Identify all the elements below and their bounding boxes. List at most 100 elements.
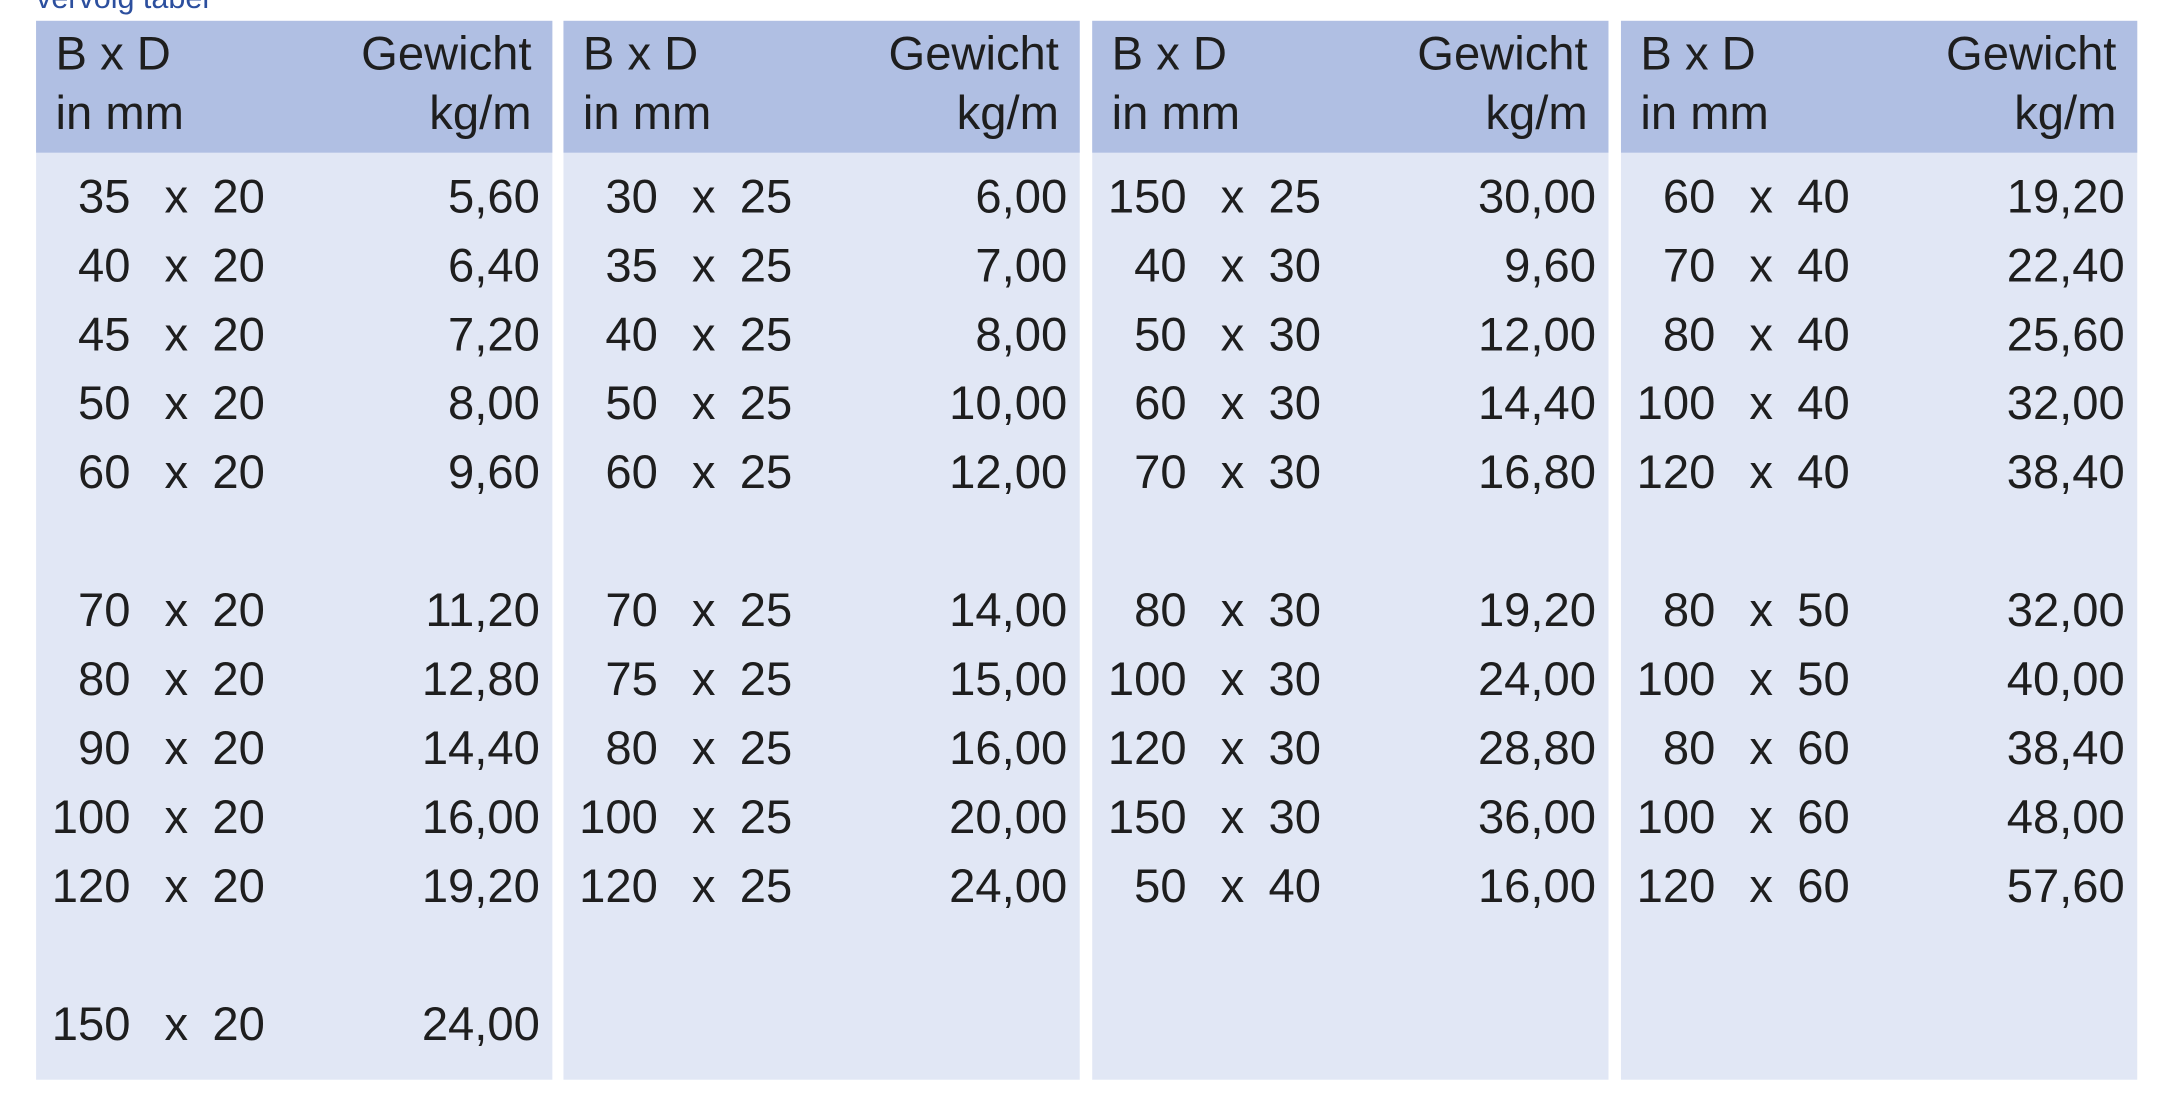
width-value: 40 [605, 307, 657, 360]
depth-value: 30 [1268, 307, 1320, 360]
depth-value: 20 [212, 169, 264, 222]
depth-value: 30 [1268, 445, 1320, 498]
width-value: 100 [1108, 652, 1187, 705]
width-value: 90 [78, 721, 130, 774]
width-value: 100 [1637, 376, 1716, 429]
separator: x [692, 790, 716, 843]
weight-value: 32,00 [2007, 376, 2125, 429]
weight-value: 24,00 [1478, 652, 1596, 705]
depth-value: 25 [740, 583, 792, 636]
depth-value: 20 [212, 445, 264, 498]
separator: x [692, 307, 716, 360]
weight-value: 48,00 [2007, 790, 2125, 843]
width-value: 80 [78, 652, 130, 705]
width-value: 120 [1108, 721, 1187, 774]
weight-value: 6,00 [975, 169, 1067, 222]
separator: x [164, 238, 188, 291]
panel-body [1620, 20, 2138, 1080]
weight-value: 28,80 [1478, 721, 1596, 774]
separator: x [692, 169, 716, 222]
weight-value: 19,20 [422, 859, 540, 912]
weight-value: 12,00 [1478, 307, 1596, 360]
header-weight: kg/m [2014, 86, 2116, 139]
width-value: 70 [1134, 445, 1186, 498]
width-value: 30 [605, 169, 657, 222]
weight-value: 32,00 [2007, 583, 2125, 636]
header-weight: kg/m [1485, 86, 1587, 139]
depth-value: 20 [212, 238, 264, 291]
width-value: 150 [52, 997, 131, 1050]
width-value: 40 [78, 238, 130, 291]
weight-value: 6,40 [448, 238, 540, 291]
weight-value: 16,00 [1478, 859, 1596, 912]
separator: x [1221, 721, 1245, 774]
panel-header [1620, 20, 2138, 153]
width-value: 150 [1108, 790, 1187, 843]
separator: x [1221, 169, 1245, 222]
header-weight: Gewicht [361, 26, 531, 79]
depth-value: 50 [1797, 652, 1849, 705]
weight-value: 14,40 [1478, 376, 1596, 429]
weight-value: 9,60 [448, 445, 540, 498]
weight-value: 38,40 [2007, 721, 2125, 774]
width-value: 50 [605, 376, 657, 429]
depth-value: 20 [212, 859, 264, 912]
weight-value: 7,00 [975, 238, 1067, 291]
width-value: 40 [1134, 238, 1186, 291]
separator: x [1749, 169, 1773, 222]
depth-value: 40 [1268, 859, 1320, 912]
depth-value: 40 [1797, 445, 1849, 498]
header-size: in mm [583, 86, 711, 139]
weight-value: 7,20 [448, 307, 540, 360]
weight-value: 10,00 [949, 376, 1067, 429]
separator: x [692, 859, 716, 912]
width-value: 50 [78, 376, 130, 429]
width-value: 120 [579, 859, 658, 912]
width-value: 70 [605, 583, 657, 636]
width-value: 80 [1134, 583, 1186, 636]
separator: x [692, 652, 716, 705]
header-size: B x D [1640, 26, 1755, 79]
separator: x [1221, 445, 1245, 498]
panel-header [563, 20, 1080, 153]
panel-body [36, 20, 553, 1080]
separator: x [1749, 445, 1773, 498]
weight-value: 12,80 [422, 652, 540, 705]
depth-value: 20 [212, 721, 264, 774]
header-size: in mm [1640, 86, 1768, 139]
caption: vervolg tabel [36, 0, 209, 15]
separator: x [692, 376, 716, 429]
separator: x [692, 583, 716, 636]
width-value: 80 [1663, 307, 1715, 360]
weight-value: 20,00 [949, 790, 1067, 843]
separator: x [1221, 859, 1245, 912]
depth-value: 25 [740, 169, 792, 222]
width-value: 50 [1134, 307, 1186, 360]
separator: x [164, 790, 188, 843]
separator: x [1749, 238, 1773, 291]
panel-body [1092, 20, 1609, 1080]
depth-value: 25 [740, 445, 792, 498]
weight-value: 8,00 [448, 376, 540, 429]
weight-value: 16,80 [1478, 445, 1596, 498]
separator: x [1221, 652, 1245, 705]
width-value: 100 [52, 790, 131, 843]
depth-value: 25 [740, 652, 792, 705]
header-weight: Gewicht [889, 26, 1059, 79]
separator: x [1749, 790, 1773, 843]
depth-value: 20 [212, 583, 264, 636]
width-value: 100 [1637, 790, 1716, 843]
width-value: 70 [78, 583, 130, 636]
separator: x [1749, 307, 1773, 360]
weight-value: 24,00 [949, 859, 1067, 912]
separator: x [164, 307, 188, 360]
depth-value: 25 [740, 376, 792, 429]
weight-value: 19,20 [1478, 583, 1596, 636]
separator: x [164, 445, 188, 498]
separator: x [1221, 307, 1245, 360]
width-value: 80 [1663, 583, 1715, 636]
weight-value: 38,40 [2007, 445, 2125, 498]
separator: x [164, 376, 188, 429]
separator: x [1749, 376, 1773, 429]
width-value: 75 [605, 652, 657, 705]
